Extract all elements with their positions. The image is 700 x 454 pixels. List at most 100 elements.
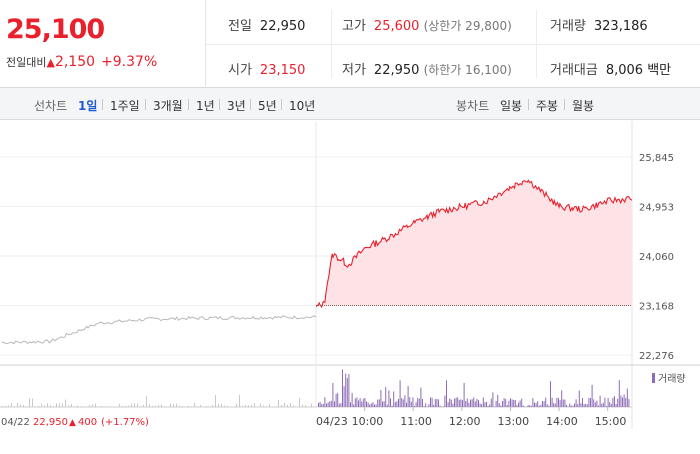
volume-bar [364, 398, 365, 407]
volume-bar [332, 383, 333, 407]
tab-1year[interactable]: 1년 [196, 97, 215, 114]
volume-bar [360, 398, 361, 407]
volume-bar [580, 403, 581, 407]
volume-bar [414, 406, 415, 407]
volume-bar [513, 400, 514, 407]
volume-bar [464, 383, 465, 407]
volume-bar [32, 399, 33, 407]
volume-bar [158, 405, 159, 407]
volume-bar [534, 403, 535, 407]
volume-bar [574, 404, 575, 407]
stats-col-divider [536, 10, 537, 78]
volume-bar [206, 406, 207, 407]
change-label: 전일대비 [6, 56, 46, 69]
volume-bar [188, 406, 189, 407]
tab-3month[interactable]: 3개월 [153, 97, 183, 114]
stat-label: 시가 [228, 63, 252, 78]
volume-bar [350, 402, 351, 407]
tab-daily-candle[interactable]: 일봉 [500, 97, 522, 114]
x-tick-label: 13:00 [497, 415, 529, 428]
volume-bar [400, 380, 401, 407]
volume-bar [212, 405, 213, 407]
stat-label: 전일 [228, 19, 252, 34]
volume-bar [412, 397, 413, 407]
lower-limit: (하한가 16,100) [424, 63, 512, 77]
volume-bar [92, 404, 93, 407]
candle-chart-caption: 봉차트 [456, 97, 489, 114]
volume-bar [305, 405, 306, 407]
volume-bar [128, 406, 129, 407]
volume-bar [5, 406, 6, 407]
stat-value: 23,150 [260, 63, 306, 78]
volume-bar [622, 397, 623, 407]
change-percent: +9.37% [101, 54, 157, 70]
volume-bar [540, 405, 541, 407]
volume-bar [137, 404, 138, 407]
volume-bar [566, 405, 567, 407]
stat-value: 22,950 [374, 63, 420, 78]
volume-bar [56, 403, 57, 407]
volume-bar [489, 404, 490, 407]
volume-bar [443, 406, 444, 407]
volume-bar [293, 405, 294, 407]
volume-bar [457, 397, 458, 407]
tab-monthly-candle[interactable]: 월봉 [572, 97, 594, 114]
volume-bar [14, 406, 15, 407]
tab-1day[interactable]: 1일 [78, 97, 97, 114]
volume-bar [467, 399, 468, 407]
volume-bar [17, 403, 18, 407]
volume-bar [564, 400, 565, 407]
stats-col-divider [331, 10, 332, 78]
volume-bar [545, 398, 546, 407]
volume-bar [478, 400, 479, 407]
y-tick-label: 22,276 [639, 351, 674, 362]
volume-bar [411, 402, 412, 407]
volume-bar [23, 405, 24, 407]
tab-divider [102, 99, 103, 110]
volume-bar [528, 405, 529, 407]
volume-bar [510, 398, 511, 407]
volume-bar [505, 399, 506, 407]
prev-day-date: 04/22 [1, 417, 30, 428]
stats-divider [206, 44, 700, 45]
tab-3year[interactable]: 3년 [227, 97, 246, 114]
volume-bar [555, 404, 556, 407]
volume-bar [393, 391, 394, 407]
volume-bar [600, 396, 601, 407]
volume-bar [149, 405, 150, 407]
volume-bar [104, 406, 105, 407]
volume-bar [398, 399, 399, 407]
volume-bar [601, 404, 602, 407]
volume-bar [449, 399, 450, 407]
volume-bar [401, 398, 402, 407]
volume-bar [587, 404, 588, 407]
tab-5year[interactable]: 5년 [258, 97, 277, 114]
volume-bar [372, 402, 373, 407]
volume-bar [488, 406, 489, 407]
volume-bar [59, 403, 60, 407]
volume-bar [473, 397, 474, 407]
volume-bar [611, 404, 612, 407]
volume-bar [224, 406, 225, 407]
volume-bar [266, 406, 267, 407]
volume-bar [77, 406, 78, 407]
volume-bar [122, 406, 123, 407]
prev-day-up-icon: ▲ [69, 418, 76, 428]
volume-bar [170, 404, 171, 407]
volume-bar [371, 403, 372, 407]
volume-bar [35, 406, 36, 407]
volume-bar [432, 398, 433, 407]
volume-bar [531, 406, 532, 407]
tab-1week[interactable]: 1주일 [110, 97, 140, 114]
volume-legend: 거래량 [658, 373, 686, 385]
tab-10year[interactable]: 10년 [289, 97, 315, 114]
volume-bar [113, 406, 114, 407]
volume-bar [182, 406, 183, 407]
volume-bar [334, 401, 335, 407]
volume-bar [577, 404, 578, 407]
tab-weekly-candle[interactable]: 주봉 [536, 97, 558, 114]
volume-bar [382, 402, 383, 407]
